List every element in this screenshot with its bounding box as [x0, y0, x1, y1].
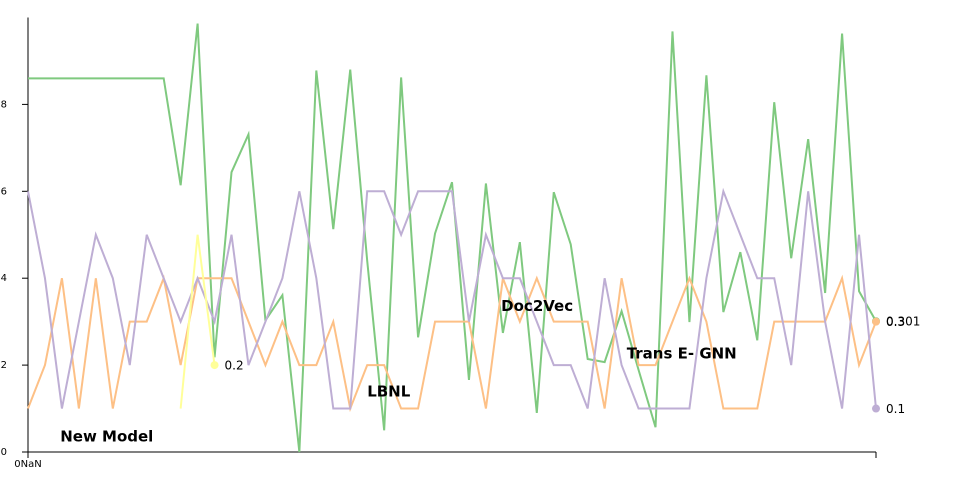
end-point [872, 404, 880, 413]
y-tick-label: .4 [0, 273, 7, 284]
y-tick-label: .0 [0, 447, 7, 458]
series-line [27, 274, 877, 413]
y-tick-label: .2 [0, 360, 7, 371]
series-line [179, 234, 216, 409]
annotation: Doc2Vec [501, 297, 573, 315]
end-label: 0.1 [886, 402, 905, 416]
y-tick-label: .6 [0, 186, 7, 197]
y-tick-label: .8 [0, 99, 7, 110]
annotation: New Model [60, 427, 153, 445]
end-label: 0.2 [225, 359, 244, 373]
series-line [27, 187, 877, 410]
annotation: Trans E- GNN [627, 345, 737, 363]
end-point [210, 361, 219, 370]
end-label: 0.301 [886, 315, 920, 329]
series-line [28, 23, 877, 453]
end-point [872, 317, 880, 326]
x-tick-label: 0NaN [14, 459, 41, 470]
end-label: 0.3 [886, 315, 905, 329]
annotation: LBNL [367, 383, 411, 401]
